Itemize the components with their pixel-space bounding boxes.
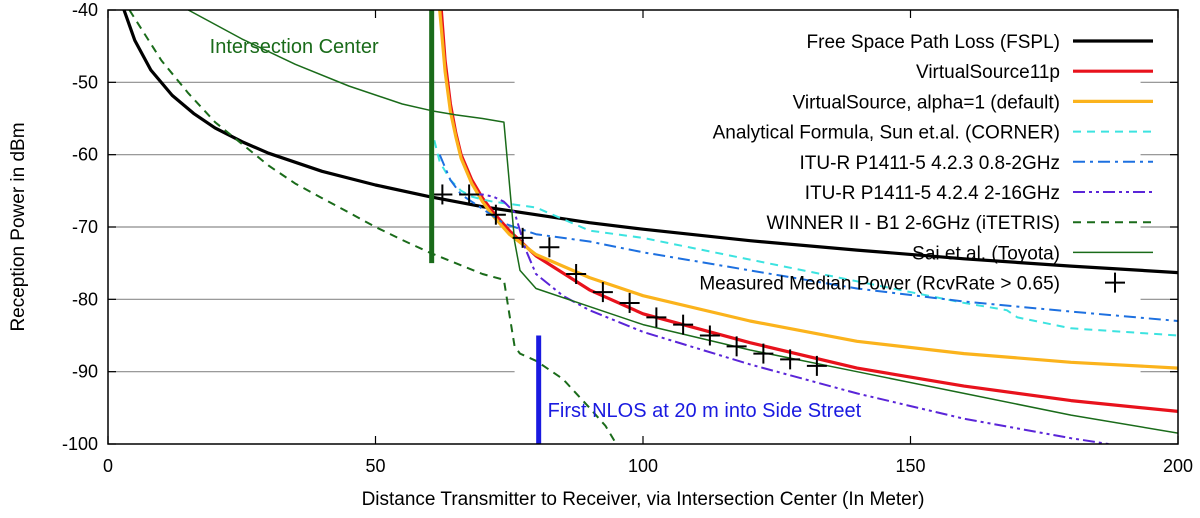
legend-label: WINNER II - B1 2-6GHz (iTETRIS) (767, 213, 1060, 234)
data-point (806, 355, 827, 376)
data-point (432, 184, 453, 205)
data-point (512, 227, 533, 248)
y-tick-label: -60 (72, 145, 98, 165)
series-line-5 (438, 154, 1178, 322)
y-tick-label: -90 (72, 362, 98, 382)
x-tick-label: 200 (1163, 456, 1193, 476)
legend-label: ITU-R P1411-5 4.2.3 0.8-2GHz (800, 153, 1060, 174)
x-tick-label: 100 (628, 456, 658, 476)
x-tick-label: 150 (895, 456, 925, 476)
annotation-label: Intersection Center (210, 36, 379, 58)
data-point (619, 292, 640, 313)
annotation-label: First NLOS at 20 m into Side Street (548, 400, 862, 422)
legend-label: Sai et al. (Toyota) (912, 243, 1060, 264)
data-point (646, 307, 667, 328)
x-tick-label: 0 (103, 456, 113, 476)
series-line-8 (187, 10, 1178, 434)
data-point (753, 343, 774, 364)
series-line-1 (122, 10, 1178, 275)
y-tick-label: -100 (62, 434, 98, 454)
legend-label: VirtualSource11p (916, 62, 1060, 83)
legend-swatch (1105, 272, 1125, 293)
data-point (726, 336, 747, 357)
series-line-2 (439, 10, 1178, 413)
legend-label: Free Space Path Loss (FSPL) (807, 32, 1060, 53)
data-point (566, 264, 587, 285)
y-tick-label: -40 (72, 0, 98, 20)
data-point (539, 237, 560, 258)
y-axis-label: Reception Power in dBm (8, 122, 29, 331)
y-tick-label: -50 (72, 72, 98, 92)
legend-label: Measured Median Power (RcvRate > 0.65) (699, 274, 1060, 295)
series-group (122, 10, 1178, 444)
data-point (485, 204, 506, 225)
legend: Free Space Path Loss (FSPL) VirtualSource… (699, 32, 1153, 295)
y-tick-label: -70 (72, 217, 98, 237)
series-line-4 (433, 139, 1178, 337)
annotations-group: Intersection Center First NLOS at 20 m in… (210, 10, 862, 444)
x-axis-label: Distance Transmitter to Receiver, via In… (362, 489, 925, 510)
series-measured-points (432, 184, 827, 376)
legend-label: VirtualSource, alpha=1 (default) (793, 92, 1060, 113)
legend-label: ITU-R P1411-5 4.2.4 2-16GHz (805, 183, 1060, 204)
axes: -100 -90 -80 -70 -60 -50 -40 0 50 100 150 200 (62, 0, 1193, 476)
y-tick-label: -80 (72, 289, 98, 309)
data-point (673, 314, 694, 335)
x-tick-label: 50 (365, 456, 385, 476)
series-line-3 (438, 10, 1178, 370)
data-point (459, 184, 480, 205)
data-point (699, 325, 720, 346)
legend-label: Analytical Formula, Sun et.al. (CORNER) (713, 123, 1060, 144)
series-line-7 (128, 10, 618, 444)
series-line-6 (471, 193, 1109, 444)
data-point (780, 349, 801, 370)
data-point (592, 282, 613, 303)
